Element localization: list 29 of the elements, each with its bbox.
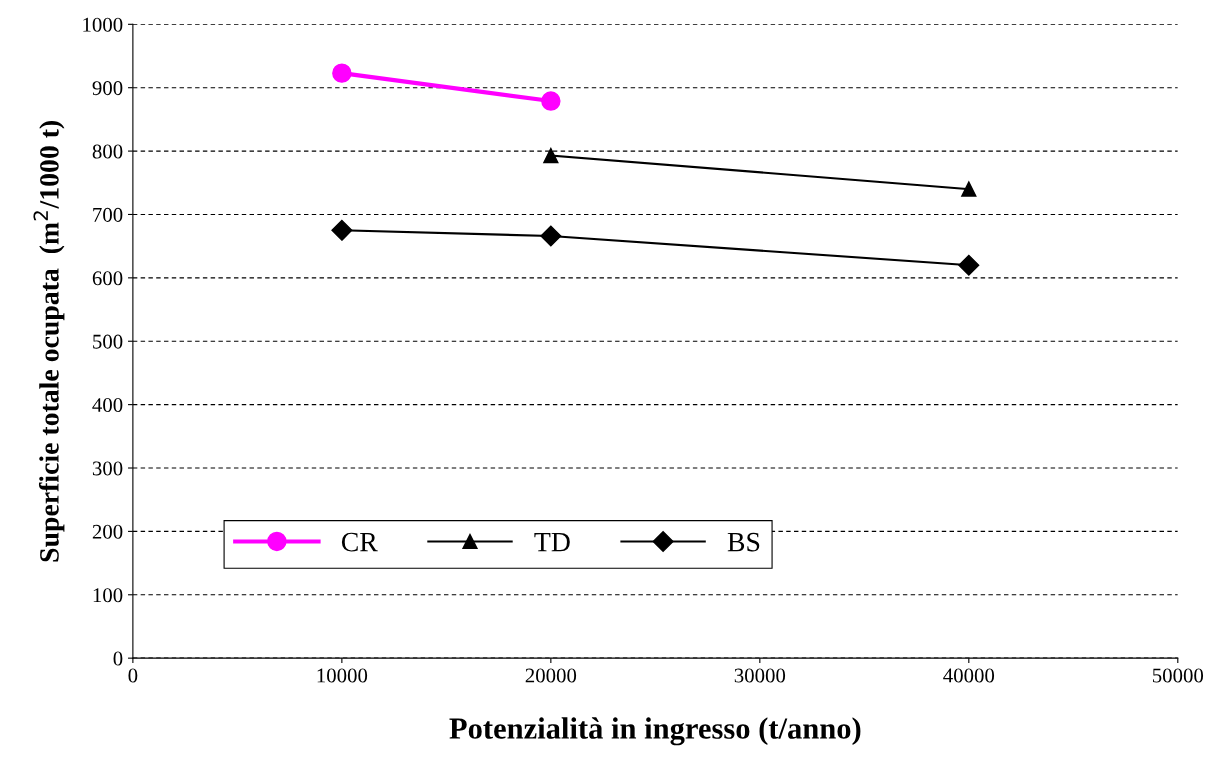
y-tick-label: 200 [92, 524, 123, 539]
point [958, 254, 980, 276]
x-tick-label: 10000 [317, 668, 368, 683]
y-tick-label: 600 [92, 271, 123, 286]
y-tick-label: 1000 [83, 17, 123, 32]
point [543, 147, 559, 164]
x-axis-title: Potenzialità in ingresso (t/anno) [449, 717, 861, 746]
y-tick-label: 0 [113, 651, 123, 666]
point [540, 225, 562, 247]
point [541, 91, 561, 111]
y-axis-title: Superficie totale ocupata (m$^{2}$/1000 t) [33, 121, 65, 562]
point [961, 181, 977, 197]
y-tick-label: 900 [92, 81, 123, 96]
y-tick-label: 500 [93, 334, 123, 349]
y-tick-label: 300 [92, 461, 123, 476]
legend-label: BS [727, 532, 760, 552]
x-tick-label: 50000 [1152, 668, 1204, 683]
y-tick-label: 100 [93, 588, 123, 603]
point [331, 219, 353, 241]
point [332, 63, 352, 83]
legend-label: TD [534, 532, 570, 552]
y-tick-label: 700 [93, 207, 123, 222]
y-tick-label: 800 [92, 144, 123, 159]
x-tick-label: 20000 [525, 668, 577, 683]
x-tick-label: 0 [128, 668, 138, 683]
y-tick-label: 400 [92, 398, 123, 413]
x-tick-label: 30000 [734, 668, 786, 683]
x-tick-label: 40000 [943, 668, 995, 683]
legend-label: CR [341, 532, 378, 552]
